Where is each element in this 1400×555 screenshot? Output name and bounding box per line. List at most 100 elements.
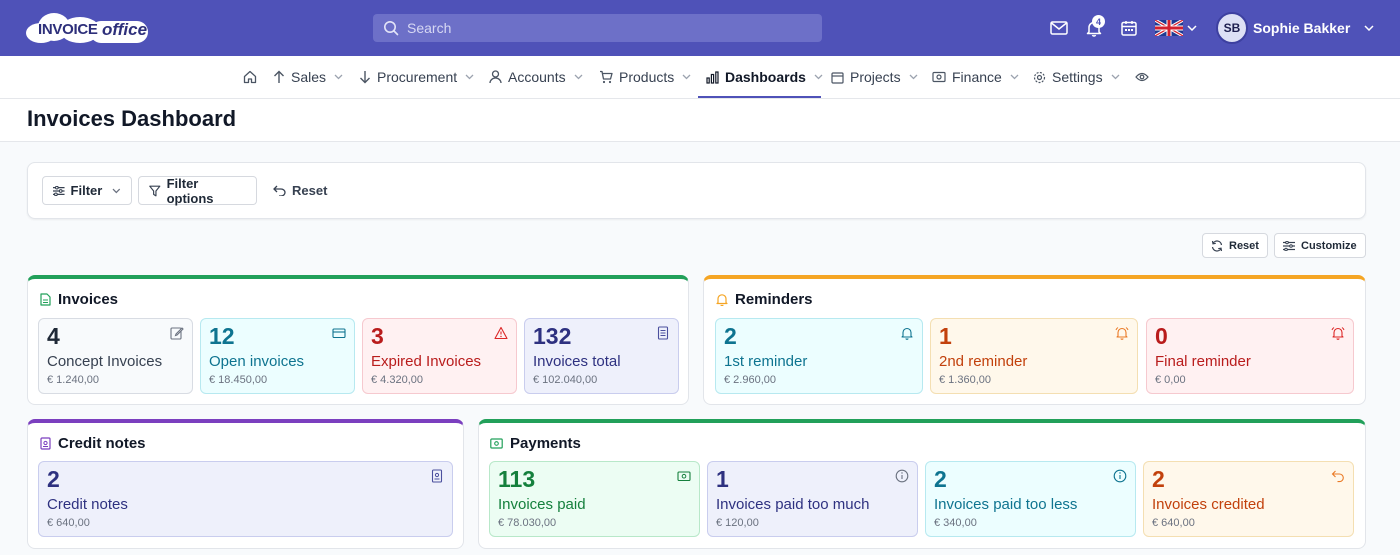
card-label: Credit notes bbox=[47, 496, 128, 513]
credit-notes-panel-title: Credit notes bbox=[40, 435, 146, 452]
undo-icon bbox=[1331, 470, 1344, 483]
user-menu[interactable]: SB Sophie Bakker bbox=[1216, 12, 1374, 44]
card-count: 1 bbox=[939, 323, 952, 349]
card-label: Final reminder bbox=[1155, 353, 1251, 370]
card-count: 2 bbox=[47, 466, 60, 492]
credit-card-icon bbox=[332, 328, 346, 339]
app-logo[interactable]: INVOICE office bbox=[26, 12, 152, 44]
bar-chart-icon bbox=[706, 70, 719, 84]
second-reminder-card[interactable]: 1 2nd reminder € 1.360,00 bbox=[930, 318, 1138, 394]
card-label: Concept Invoices bbox=[47, 353, 163, 370]
mail-icon[interactable] bbox=[1049, 18, 1069, 38]
nav-procurement[interactable]: Procurement bbox=[359, 56, 474, 98]
invoices-paid-card[interactable]: 113 Invoices paid € 78.030,00 bbox=[489, 461, 700, 537]
nav-home[interactable] bbox=[243, 56, 257, 98]
search-input[interactable] bbox=[407, 20, 807, 36]
chevron-down-icon bbox=[334, 74, 343, 80]
info-icon bbox=[895, 469, 909, 483]
invoices-panel-title: Invoices bbox=[40, 291, 118, 308]
nav-accounts[interactable]: Accounts bbox=[489, 56, 583, 98]
card-amount: € 640,00 bbox=[1152, 517, 1195, 529]
chevron-down-icon bbox=[682, 74, 691, 80]
eye-icon bbox=[1135, 72, 1149, 82]
expired-invoices-card[interactable]: 3 Expired Invoices € 4.320,00 bbox=[362, 318, 517, 394]
chevron-down-icon bbox=[1010, 74, 1019, 80]
uk-flag-icon[interactable] bbox=[1154, 18, 1184, 38]
calendar-icon bbox=[831, 71, 844, 84]
filter-options-button[interactable]: Filter options bbox=[138, 176, 257, 206]
invoices-credited-card[interactable]: 2 Invoices credited € 640,00 bbox=[1143, 461, 1354, 537]
card-label: Invoices paid too much bbox=[716, 496, 870, 513]
sliders-icon bbox=[1283, 240, 1295, 251]
card-amount: € 120,00 bbox=[716, 517, 759, 529]
nav-dashboards[interactable]: Dashboards bbox=[706, 56, 823, 98]
nav-settings[interactable]: Settings bbox=[1033, 56, 1120, 98]
card-amount: € 18.450,00 bbox=[209, 374, 268, 386]
card-amount: € 2.960,00 bbox=[724, 374, 776, 386]
gear-icon bbox=[1033, 71, 1046, 83]
concept-invoices-card[interactable]: 4 Concept Invoices € 1.240,00 bbox=[38, 318, 193, 394]
card-amount: € 78.030,00 bbox=[498, 517, 557, 529]
chevron-down-icon bbox=[1111, 74, 1120, 80]
credit-note-icon bbox=[40, 437, 51, 450]
card-amount: € 1.240,00 bbox=[47, 374, 99, 386]
money-icon bbox=[677, 471, 691, 482]
filter-button[interactable]: Filter bbox=[42, 176, 132, 205]
notification-badge: 4 bbox=[1092, 15, 1105, 28]
card-amount: € 0,00 bbox=[1155, 374, 1186, 386]
card-amount: € 4.320,00 bbox=[371, 374, 423, 386]
chevron-down-icon bbox=[574, 74, 583, 80]
warning-icon bbox=[494, 326, 508, 340]
sliders-icon bbox=[53, 185, 65, 196]
top-bar: INVOICE office 4 SB Sophie Bakker bbox=[0, 0, 1400, 56]
card-count: 132 bbox=[533, 323, 572, 349]
open-invoices-card[interactable]: 12 Open invoices € 18.450,00 bbox=[200, 318, 355, 394]
nav-sales[interactable]: Sales bbox=[273, 56, 343, 98]
user-name: Sophie Bakker bbox=[1253, 20, 1351, 36]
page-title: Invoices Dashboard bbox=[27, 106, 237, 131]
nav-projects[interactable]: Projects bbox=[831, 56, 918, 98]
card-amount: € 1.360,00 bbox=[939, 374, 991, 386]
first-reminder-card[interactable]: 2 1st reminder € 2.960,00 bbox=[715, 318, 923, 394]
card-count: 12 bbox=[209, 323, 235, 349]
card-label: Invoices total bbox=[533, 353, 621, 370]
customize-button[interactable]: Customize bbox=[1274, 233, 1366, 258]
nav-finance[interactable]: Finance bbox=[932, 56, 1019, 98]
active-tab-indicator bbox=[698, 96, 821, 98]
card-label: 2nd reminder bbox=[939, 353, 1028, 370]
reminders-panel-title: Reminders bbox=[716, 291, 813, 308]
card-count: 4 bbox=[47, 323, 60, 349]
undo-icon bbox=[273, 185, 286, 196]
final-reminder-card[interactable]: 0 Final reminder € 0,00 bbox=[1146, 318, 1354, 394]
card-label: Open invoices bbox=[209, 353, 305, 370]
avatar: SB bbox=[1216, 12, 1248, 44]
nav-products[interactable]: Products bbox=[599, 56, 691, 98]
bell-ring-icon bbox=[1115, 327, 1129, 340]
card-count: 113 bbox=[498, 466, 536, 492]
invoices-paid-too-less-card[interactable]: 2 Invoices paid too less € 340,00 bbox=[925, 461, 1136, 537]
calendar-icon[interactable] bbox=[1119, 18, 1139, 38]
card-amount: € 102.040,00 bbox=[533, 374, 598, 386]
filter-reset-button[interactable]: Reset bbox=[273, 176, 327, 205]
card-count: 2 bbox=[1152, 466, 1165, 492]
dashboard-reset-button[interactable]: Reset bbox=[1202, 233, 1268, 258]
document-icon bbox=[40, 293, 51, 306]
chevron-down-icon bbox=[909, 74, 918, 80]
nav-visibility[interactable] bbox=[1135, 56, 1149, 98]
refresh-icon bbox=[1211, 239, 1223, 252]
money-icon bbox=[490, 438, 503, 449]
user-chevron-down-icon bbox=[1364, 25, 1374, 31]
chevron-down-icon bbox=[814, 74, 823, 80]
search-bar[interactable] bbox=[373, 14, 822, 42]
user-icon bbox=[489, 70, 502, 84]
money-icon bbox=[932, 71, 946, 83]
invoices-paid-too-much-card[interactable]: 1 Invoices paid too much € 120,00 bbox=[707, 461, 918, 537]
home-icon bbox=[243, 70, 257, 84]
card-count: 2 bbox=[934, 466, 947, 492]
document-icon bbox=[657, 326, 669, 340]
card-amount: € 640,00 bbox=[47, 517, 90, 529]
invoices-total-card[interactable]: 132 Invoices total € 102.040,00 bbox=[524, 318, 679, 394]
info-icon bbox=[1113, 469, 1127, 483]
language-chevron-down-icon[interactable] bbox=[1186, 18, 1198, 38]
credit-notes-card[interactable]: 2 Credit notes € 640,00 bbox=[38, 461, 453, 537]
